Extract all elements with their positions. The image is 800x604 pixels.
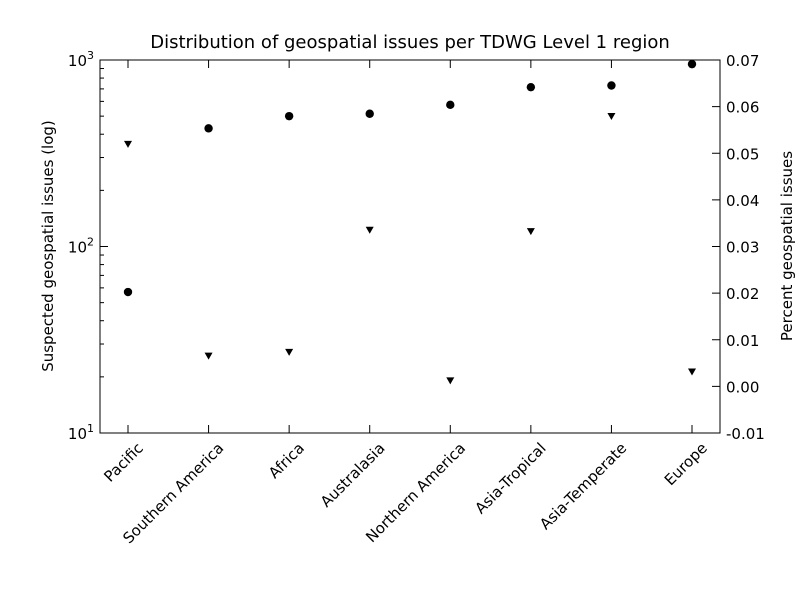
triangle-point xyxy=(446,377,455,385)
triangle-point xyxy=(204,352,213,360)
right-tick-label: 0.06 xyxy=(726,99,759,117)
right-tick-label: -0.01 xyxy=(726,425,765,443)
right-tick-label: 0.02 xyxy=(726,285,759,303)
right-tick-label: 0.03 xyxy=(726,239,759,257)
chart-title: Distribution of geospatial issues per TD… xyxy=(150,32,670,53)
left-tick-label: 102 xyxy=(68,236,94,257)
left-tick-base: 10 xyxy=(68,52,87,70)
triangle-point xyxy=(526,228,535,236)
left-axis-label: Suspected geospatial issues (log) xyxy=(39,120,57,372)
right-tick-label: 0.04 xyxy=(726,192,759,210)
triangle-point xyxy=(285,348,294,356)
left-tick-label: 101 xyxy=(68,422,94,443)
plot-area xyxy=(99,59,721,434)
circle-point xyxy=(687,59,697,69)
circle-point xyxy=(123,287,133,297)
left-tick-base: 10 xyxy=(68,425,87,443)
x-tick-label: Asia-Tropical xyxy=(471,439,549,517)
x-tick-label: Pacific xyxy=(100,439,146,485)
data-marks xyxy=(123,59,697,385)
left-tick-base: 10 xyxy=(68,239,87,257)
left-tick-label: 103 xyxy=(68,49,94,70)
right-axis: -0.01 0.00 0.01 0.02 0.03 0.04 0.05 0.06 0.07 xyxy=(712,52,765,443)
left-tick-exponent: 3 xyxy=(87,49,94,62)
right-tick-label: 0.01 xyxy=(726,332,759,350)
circle-point xyxy=(526,82,536,92)
left-tick-exponent: 1 xyxy=(87,422,94,435)
triangle-point xyxy=(124,140,132,148)
circle-point xyxy=(204,124,213,133)
triangle-point xyxy=(365,226,374,234)
right-tick-label: 0.07 xyxy=(726,52,759,70)
triangle-point xyxy=(607,112,616,120)
x-tick-label: Asia-Temperate xyxy=(536,439,630,533)
x-tick-label: Australasia xyxy=(317,439,389,511)
triangle-point xyxy=(688,368,696,376)
circle-point xyxy=(446,100,455,110)
circle-point xyxy=(365,109,374,118)
circle-point xyxy=(607,81,616,90)
left-tick-exponent: 2 xyxy=(87,236,94,249)
x-tick-label: Europe xyxy=(661,439,711,489)
right-tick-label: 0.00 xyxy=(726,378,759,396)
circle-point xyxy=(284,111,294,121)
x-tick-label: Africa xyxy=(265,439,308,482)
right-axis-label: Percent geospatial issues xyxy=(778,151,796,341)
right-tick-label: 0.05 xyxy=(726,145,759,163)
